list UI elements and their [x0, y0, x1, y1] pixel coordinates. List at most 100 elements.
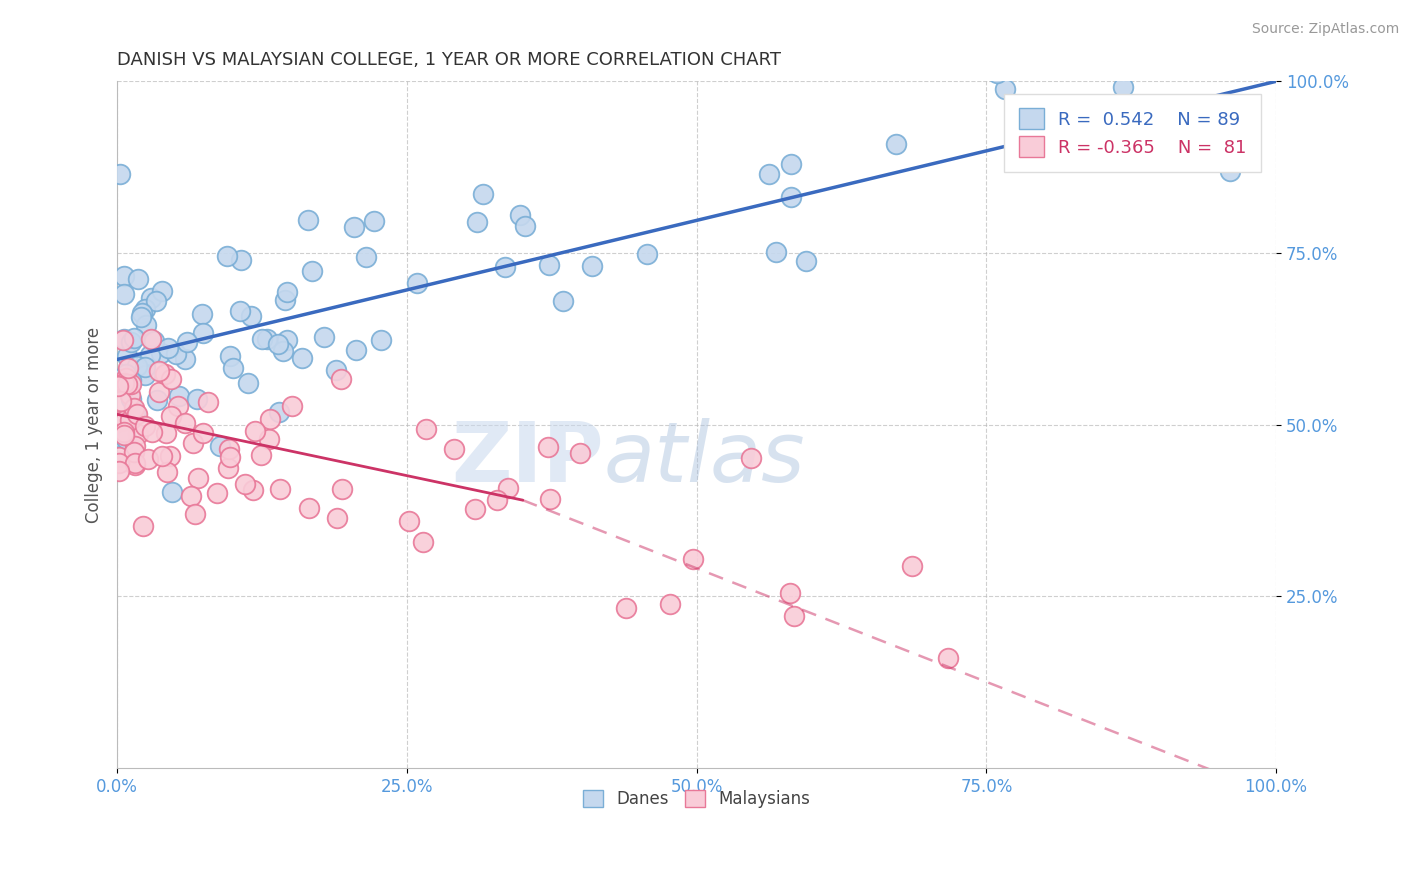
- Text: ZIP: ZIP: [451, 418, 605, 500]
- Point: [1209, 107, 1232, 121]
- Point: [117, 360, 139, 375]
- Point: [250, 448, 273, 462]
- Point: [233, 476, 256, 491]
- Point: [167, 399, 190, 413]
- Point: [464, 501, 486, 516]
- Point: [159, 450, 181, 464]
- Point: [509, 208, 531, 222]
- Point: [124, 458, 146, 472]
- Text: DANISH VS MALAYSIAN COLLEGE, 1 YEAR OR MORE CORRELATION CHART: DANISH VS MALAYSIAN COLLEGE, 1 YEAR OR M…: [117, 51, 782, 69]
- Point: [537, 258, 560, 272]
- Point: [443, 442, 465, 457]
- Point: [134, 301, 156, 316]
- Point: [148, 384, 170, 399]
- Point: [276, 285, 298, 300]
- Point: [112, 376, 135, 390]
- Point: [193, 326, 215, 340]
- Point: [191, 425, 214, 440]
- Point: [269, 482, 291, 496]
- Point: [266, 337, 288, 351]
- Point: [132, 518, 155, 533]
- Point: [114, 413, 136, 427]
- Point: [120, 377, 142, 392]
- Point: [156, 465, 179, 479]
- Point: [758, 167, 780, 181]
- Point: [344, 343, 367, 358]
- Point: [107, 430, 129, 444]
- Point: [256, 333, 278, 347]
- Point: [986, 66, 1008, 80]
- Point: [297, 501, 319, 516]
- Point: [118, 413, 141, 427]
- Point: [124, 456, 146, 470]
- Point: [153, 368, 176, 382]
- Point: [538, 491, 561, 506]
- Point: [257, 432, 280, 446]
- Point: [218, 442, 240, 456]
- Point: [187, 470, 209, 484]
- Point: [415, 421, 437, 435]
- Point: [991, 61, 1014, 75]
- Point: [111, 333, 134, 347]
- Point: [1219, 164, 1241, 178]
- Point: [107, 456, 129, 470]
- Point: [218, 349, 240, 363]
- Point: [412, 534, 434, 549]
- Point: [165, 347, 187, 361]
- Point: [242, 483, 264, 497]
- Point: [276, 334, 298, 348]
- Point: [994, 82, 1017, 96]
- Point: [115, 370, 138, 384]
- Point: [494, 260, 516, 274]
- Point: [936, 651, 959, 665]
- Point: [1112, 80, 1135, 95]
- Y-axis label: College, 1 year or more: College, 1 year or more: [86, 326, 103, 523]
- Point: [222, 360, 245, 375]
- Point: [134, 368, 156, 382]
- Point: [180, 489, 202, 503]
- Point: [472, 187, 495, 202]
- Point: [156, 341, 179, 355]
- Point: [134, 359, 156, 374]
- Point: [485, 493, 508, 508]
- Point: [312, 330, 335, 344]
- Point: [239, 309, 262, 323]
- Point: [273, 293, 295, 308]
- Legend: Danes, Malaysians: Danes, Malaysians: [576, 783, 817, 814]
- Point: [127, 272, 149, 286]
- Point: [134, 418, 156, 433]
- Point: [682, 552, 704, 566]
- Point: [219, 450, 242, 464]
- Point: [174, 416, 197, 430]
- Point: [269, 405, 291, 419]
- Point: [108, 450, 131, 465]
- Point: [112, 268, 135, 283]
- Point: [281, 399, 304, 413]
- Point: [236, 376, 259, 390]
- Point: [129, 310, 152, 324]
- Point: [783, 609, 806, 624]
- Point: [112, 287, 135, 301]
- Point: [794, 254, 817, 268]
- Point: [146, 393, 169, 408]
- Point: [124, 405, 146, 419]
- Point: [108, 372, 131, 386]
- Point: [537, 440, 560, 454]
- Point: [118, 387, 141, 401]
- Point: [128, 426, 150, 441]
- Point: [569, 446, 592, 460]
- Point: [780, 156, 803, 170]
- Point: [122, 331, 145, 345]
- Point: [229, 304, 252, 318]
- Point: [780, 190, 803, 204]
- Point: [150, 285, 173, 299]
- Point: [160, 485, 183, 500]
- Point: [884, 136, 907, 151]
- Point: [112, 425, 135, 439]
- Point: [197, 394, 219, 409]
- Point: [112, 332, 135, 346]
- Point: [901, 558, 924, 573]
- Point: [125, 407, 148, 421]
- Point: [155, 425, 177, 440]
- Text: atlas: atlas: [605, 418, 806, 500]
